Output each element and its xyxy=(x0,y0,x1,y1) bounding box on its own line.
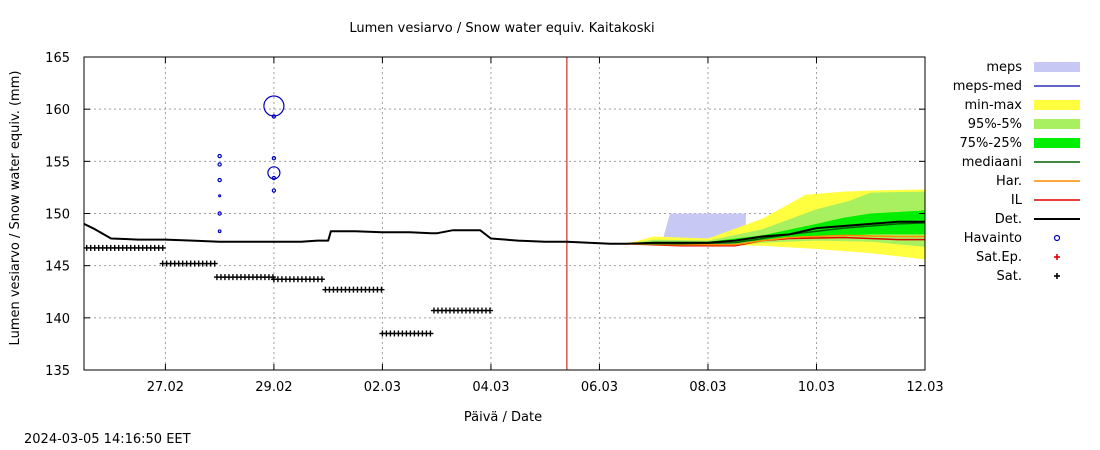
legend-item: mediaani xyxy=(962,155,1080,170)
sat-segment xyxy=(159,260,218,267)
legend-label: Havainto xyxy=(964,231,1022,246)
grid-lines xyxy=(84,57,925,370)
y-axis-ticks: 135 140 145 150 155 160 165 xyxy=(45,51,925,379)
x-axis-label: Päivä / Date xyxy=(464,410,542,425)
series-line-har xyxy=(626,234,925,246)
legend-label: 75%-25% xyxy=(960,136,1022,151)
y-tick-label: 145 xyxy=(45,260,70,275)
legend-label: Sat. xyxy=(997,269,1022,284)
y-tick-label: 150 xyxy=(45,208,70,223)
x-tick-label: 10.03 xyxy=(798,380,835,395)
series-line-det xyxy=(83,220,925,245)
x-tick-label: 27.02 xyxy=(147,380,184,395)
legend-item: Sat. xyxy=(997,269,1060,284)
legend-swatch xyxy=(1034,119,1080,129)
legend-item: meps-med xyxy=(953,79,1080,94)
chart-title: Lumen vesiarvo / Snow water equiv. Kaita… xyxy=(349,21,654,36)
legend-label: min-max xyxy=(964,98,1022,113)
legend-item: 75%-25% xyxy=(960,136,1080,151)
observation-point xyxy=(263,95,285,117)
x-tick-label: 06.03 xyxy=(581,380,618,395)
legend-swatch xyxy=(1053,234,1061,242)
legend-label: meps-med xyxy=(953,79,1022,94)
band-p75_25 xyxy=(626,210,925,244)
legend-label: Det. xyxy=(995,212,1022,227)
observation-point xyxy=(271,188,277,193)
x-tick-label: 12.03 xyxy=(906,380,943,395)
x-axis-ticks: 27.02 29.02 02.03 04.03 06.03 08.03 10.03 12.03 xyxy=(147,57,944,395)
legend-item: meps xyxy=(986,60,1080,75)
legend-label: mediaani xyxy=(962,155,1022,170)
series-lines xyxy=(83,57,926,370)
observation-point xyxy=(271,175,277,181)
legend-label: 95%-5% xyxy=(968,117,1022,132)
legend-item: 95%-5% xyxy=(968,117,1080,132)
satellite-markers xyxy=(83,244,493,337)
observation-point xyxy=(217,211,222,216)
sat-segment xyxy=(83,244,166,251)
x-tick-label: 04.03 xyxy=(472,380,509,395)
legend-swatch xyxy=(1034,100,1080,110)
y-tick-label: 165 xyxy=(45,51,70,66)
x-tick-label: 02.03 xyxy=(364,380,401,395)
x-tick-label: 08.03 xyxy=(689,380,726,395)
legend-item: Har. xyxy=(996,174,1080,189)
legend-swatch xyxy=(1034,138,1080,148)
sat-segment xyxy=(270,276,325,283)
observation-point xyxy=(271,156,277,161)
observation-point xyxy=(217,162,222,167)
observation-point xyxy=(267,166,281,180)
legend-item: min-max xyxy=(964,98,1080,113)
legend-item: Sat.Ep. xyxy=(976,250,1060,265)
legend-label: Har. xyxy=(996,174,1022,189)
observation-point xyxy=(218,194,222,198)
y-tick-label: 135 xyxy=(45,364,70,379)
legend: meps meps-med min-max 95%-5% 75%-25% mediaani… xyxy=(953,60,1080,284)
legend-item: Havainto xyxy=(964,231,1061,246)
y-axis-label: Lumen vesiarvo / Snow water equiv. (mm) xyxy=(8,71,23,346)
legend-label: meps xyxy=(986,60,1022,75)
observation-point xyxy=(271,114,277,119)
sat-segment xyxy=(379,330,434,337)
observation-point xyxy=(217,229,222,234)
observation-point xyxy=(217,153,222,159)
x-tick-label: 29.02 xyxy=(255,380,292,395)
legend-label: Sat.Ep. xyxy=(976,250,1022,265)
legend-label: IL xyxy=(1011,193,1023,208)
y-tick-label: 160 xyxy=(45,103,70,118)
timestamp-footer: 2024-03-05 14:16:50 EET xyxy=(24,432,191,447)
sat-segment xyxy=(322,286,385,293)
observation-markers xyxy=(217,95,285,234)
legend-item: Det. xyxy=(995,212,1080,227)
observation-point xyxy=(217,177,222,183)
legend-item: IL xyxy=(1011,193,1080,208)
y-tick-label: 140 xyxy=(45,312,70,327)
sat-segment xyxy=(430,307,493,314)
y-tick-label: 155 xyxy=(45,155,70,170)
legend-swatch xyxy=(1034,62,1080,72)
